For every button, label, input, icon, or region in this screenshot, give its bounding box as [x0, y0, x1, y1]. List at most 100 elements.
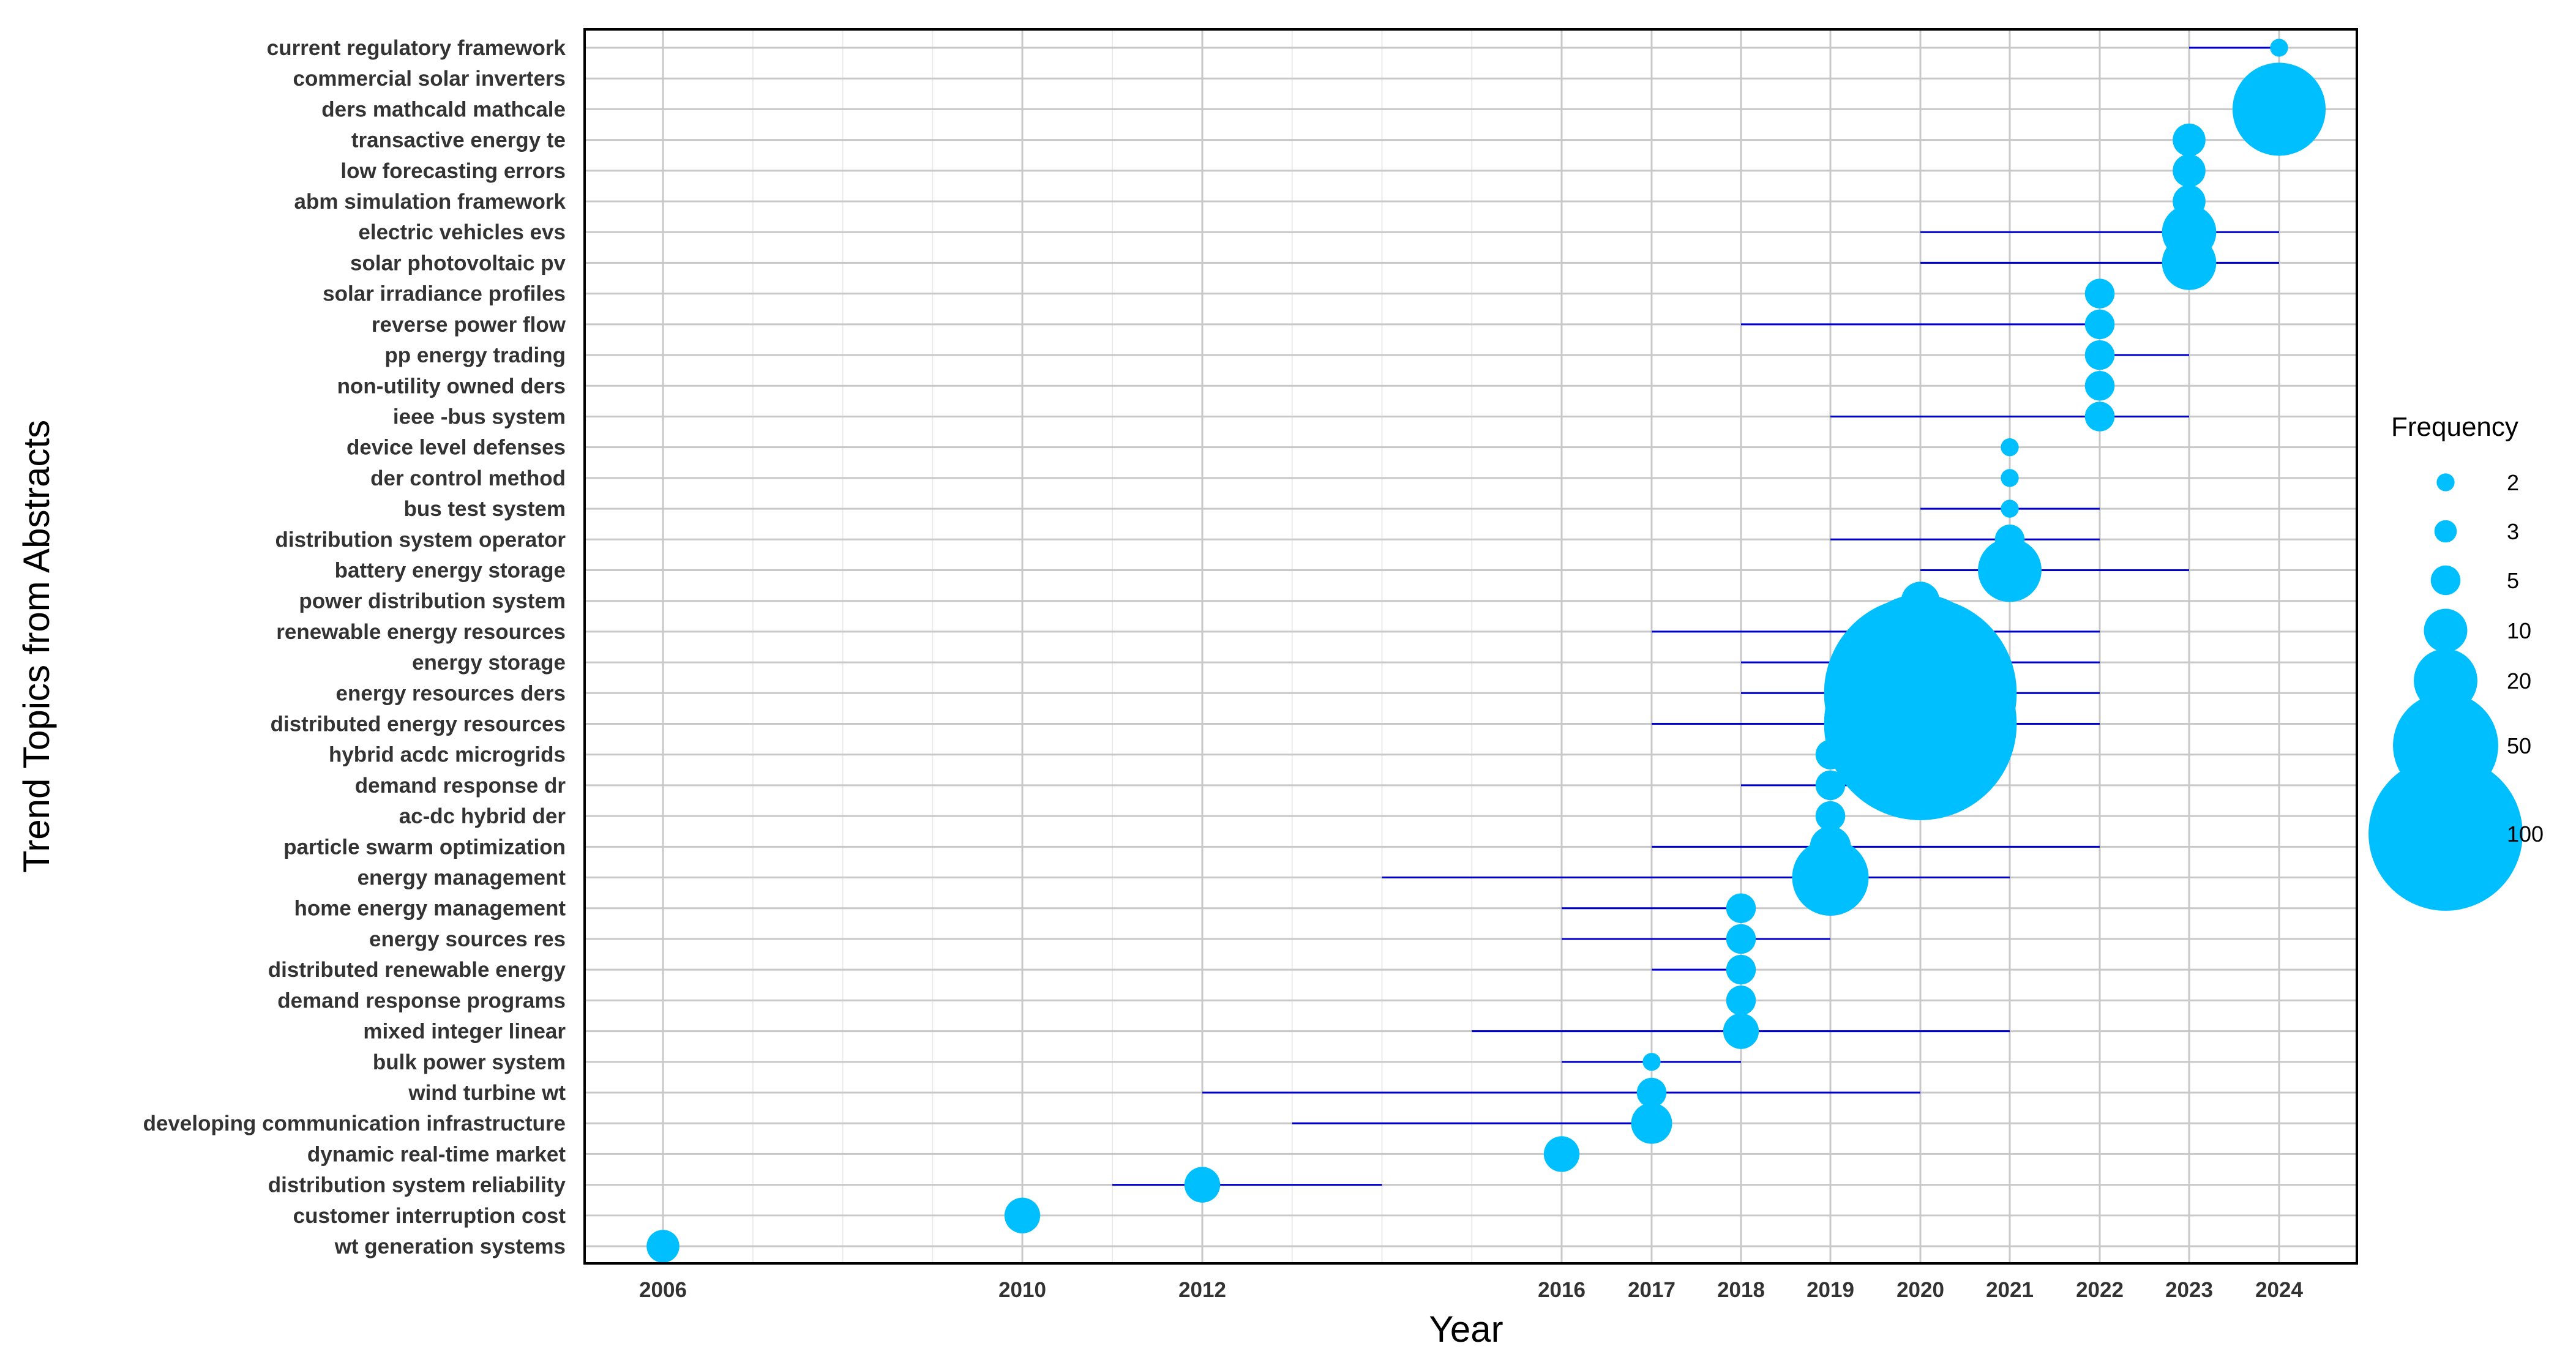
topic-point: [1726, 954, 1756, 985]
x-tick-label: 2023: [2165, 1278, 2213, 1302]
topic-point: [2084, 340, 2115, 370]
y-tick-label: reverse power flow: [372, 313, 566, 337]
legend-label: 5: [2507, 568, 2519, 593]
y-tick-label: wind turbine wt: [408, 1081, 566, 1105]
y-tick-label: bulk power system: [373, 1050, 566, 1074]
y-tick-label: battery energy storage: [335, 558, 566, 582]
plot-panel-border: [583, 28, 2358, 1265]
y-tick-label: device level defenses: [346, 436, 566, 460]
topic-point: [1726, 924, 1756, 954]
legend-label: 2: [2507, 470, 2519, 495]
topic-point: [2084, 371, 2115, 401]
y-tick-label: home energy management: [294, 897, 566, 921]
legend-key-point: [2436, 473, 2455, 492]
y-tick-label: transactive energy te: [351, 129, 566, 152]
topic-point: [1184, 1167, 1221, 1203]
x-tick-label: 2010: [998, 1278, 1046, 1302]
legend-label: 20: [2507, 668, 2531, 694]
legend-label: 100: [2507, 821, 2544, 847]
topic-point: [1636, 1077, 1667, 1108]
legend-label: 3: [2507, 519, 2519, 544]
topic-point: [1815, 801, 1846, 831]
topic-point: [1726, 985, 1756, 1015]
topic-point: [1543, 1136, 1580, 1172]
y-tick-label: distributed renewable energy: [268, 958, 566, 982]
y-tick-label: der control method: [370, 466, 566, 490]
topic-point: [646, 1230, 680, 1263]
x-tick-label: 2012: [1178, 1278, 1226, 1302]
x-tick-label: 2016: [1538, 1278, 1586, 1302]
topic-point: [2173, 154, 2206, 187]
y-tick-label: pp energy trading: [384, 343, 566, 367]
topic-point: [1726, 893, 1756, 923]
y-tick-label: current regulatory framework: [267, 36, 566, 60]
y-tick-label: demand response programs: [277, 989, 566, 1012]
topic-point: [2084, 309, 2115, 340]
y-tick-label: hybrid acdc microgrids: [329, 743, 566, 767]
legend-title: Frequency: [2391, 412, 2518, 442]
y-tick-label: ac-dc hybrid der: [399, 804, 566, 828]
topic-point: [2084, 279, 2115, 309]
y-tick-label: bus test system: [403, 497, 566, 521]
topic-point: [1723, 1013, 1759, 1049]
y-tick-label: distribution system reliability: [268, 1173, 566, 1197]
x-tick-labels: 2006 2010 2012 2016 2017 2018 2019 2020 2021 2022…: [639, 1278, 2303, 1302]
topic-point: [1824, 627, 2017, 820]
y-tick-label: power distribution system: [299, 589, 566, 613]
y-tick-label: energy resources ders: [336, 681, 566, 705]
x-tick-label: 2020: [1896, 1278, 1944, 1302]
y-tick-labels: current regulatory framework commercial s…: [143, 36, 566, 1258]
y-tick-label: solar irradiance profiles: [323, 282, 566, 306]
topic-point: [1631, 1102, 1672, 1144]
frequency-points: [646, 39, 2326, 1263]
y-tick-label: demand response dr: [355, 774, 566, 798]
y-tick-label: low forecasting errors: [340, 159, 566, 183]
topic-point: [2001, 499, 2019, 518]
topic-point: [1004, 1197, 1041, 1233]
x-tick-label: 2024: [2255, 1278, 2303, 1302]
y-tick-label: wt generation systems: [334, 1235, 566, 1258]
legend-key-point: [2434, 520, 2457, 543]
y-tick-label: energy storage: [412, 651, 566, 675]
topic-point: [1978, 538, 2042, 602]
x-tick-label: 2006: [639, 1278, 687, 1302]
y-tick-label: electric vehicles evs: [358, 220, 566, 244]
legend-label: 50: [2507, 733, 2531, 758]
y-tick-label: ders mathcald mathcale: [321, 97, 566, 121]
topic-point: [2001, 438, 2019, 457]
y-tick-label: distributed energy resources: [271, 712, 566, 736]
topic-point: [2232, 62, 2326, 156]
x-tick-label: 2017: [1628, 1278, 1676, 1302]
y-tick-label: renewable energy resources: [276, 620, 566, 644]
x-tick-label: 2022: [2076, 1278, 2124, 1302]
x-tick-label: 2021: [1986, 1278, 2034, 1302]
legend-key-point: [2424, 608, 2468, 653]
y-tick-label: energy management: [358, 866, 566, 890]
y-tick-label: solar photovoltaic pv: [350, 251, 566, 275]
y-tick-label: developing communication infrastructure: [143, 1112, 566, 1135]
topic-point: [2084, 402, 2115, 432]
topic-point: [1792, 839, 1869, 916]
topic-point: [2001, 469, 2019, 487]
y-tick-label: ieee -bus system: [393, 405, 566, 428]
topic-point: [2173, 123, 2206, 157]
legend-key-point: [2368, 757, 2523, 911]
y-tick-label: non-utility owned ders: [337, 374, 566, 398]
x-tick-label: 2018: [1717, 1278, 1765, 1302]
legend-key-point: [2430, 565, 2461, 596]
frequency-legend: Frequency 2 3 5 10 20 50 100: [2368, 412, 2544, 911]
y-axis-title: Trend Topics from Abstracts: [16, 420, 57, 873]
y-tick-label: energy sources res: [369, 927, 566, 951]
y-tick-label: abm simulation framework: [294, 190, 566, 214]
topic-point: [1815, 739, 1846, 769]
grid-lines: [585, 29, 2357, 1263]
y-tick-label: distribution system operator: [275, 528, 566, 552]
topic-point: [1815, 770, 1846, 801]
legend-items: 2 3 5 10 20 50 100: [2368, 470, 2544, 911]
y-tick-label: mixed integer linear: [363, 1020, 566, 1044]
y-tick-label: dynamic real-time market: [307, 1142, 566, 1166]
x-tick-label: 2019: [1807, 1278, 1854, 1302]
topic-point: [2162, 236, 2217, 290]
y-tick-label: particle swarm optimization: [283, 835, 566, 859]
